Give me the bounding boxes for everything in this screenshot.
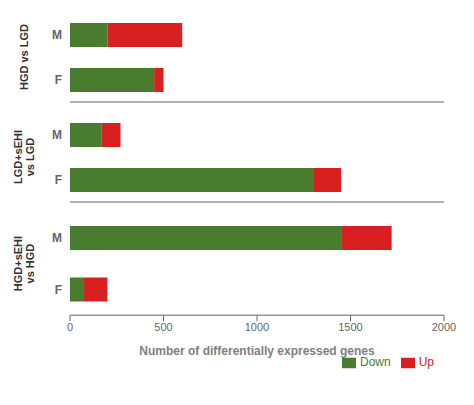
svg-text:500: 500 xyxy=(154,321,172,333)
svg-text:HGD vs LGD: HGD vs LGD xyxy=(18,24,30,90)
svg-text:HGD+sEHIvs HGD: HGD+sEHIvs HGD xyxy=(12,236,36,291)
html-text:Up: Up xyxy=(418,355,434,370)
svg-text:M: M xyxy=(52,128,62,142)
svg-text:F: F xyxy=(55,173,62,187)
svg-text:M: M xyxy=(52,28,62,42)
svg-text:0: 0 xyxy=(67,321,73,333)
svg-text:Number of differentially expre: Number of differentially expressed genes xyxy=(139,344,375,358)
svg-text:LGD+sEHIvs LGD: LGD+sEHIvs LGD xyxy=(12,130,36,184)
svg-text:M: M xyxy=(52,231,62,245)
svg-text:F: F xyxy=(55,73,62,87)
svg-text:1500: 1500 xyxy=(338,321,362,333)
svg-text:F: F xyxy=(55,283,62,297)
svg-text:2000: 2000 xyxy=(432,321,456,333)
svg-text:1000: 1000 xyxy=(245,321,269,333)
html-text:Down: Down xyxy=(360,355,391,370)
